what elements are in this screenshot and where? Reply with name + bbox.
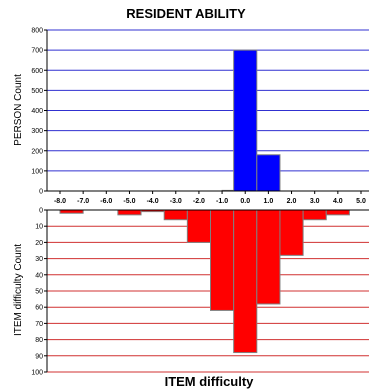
top-y-axis-label: PERSON Count xyxy=(13,74,24,146)
top-y-ticks: 0 100 200 300 400 500 600 700 800 xyxy=(31,28,47,196)
bottom-y-ticks: 0 10 20 30 40 50 60 70 80 90 100 xyxy=(31,208,47,377)
item-bar xyxy=(163,209,188,221)
top-y-tick-label: 400 xyxy=(31,108,43,115)
bottom-y-tick-label: 100 xyxy=(31,370,43,377)
x-tick-label: -8.0 xyxy=(54,198,66,205)
bottom-y-tick-label: 80 xyxy=(35,337,43,344)
person-bars xyxy=(221,49,281,192)
bottom-y-tick-label: 90 xyxy=(35,353,43,360)
top-y-tick-label: 100 xyxy=(31,168,43,175)
item-bar xyxy=(325,209,350,216)
item-bars xyxy=(59,209,350,354)
x-tick-label: 1.0 xyxy=(264,198,274,205)
top-y-tick-label: 800 xyxy=(31,28,43,35)
x-tick-label: -4.0 xyxy=(147,198,159,205)
item-bar xyxy=(186,209,212,243)
item-bar xyxy=(302,209,327,221)
top-y-tick-label: 200 xyxy=(31,148,43,155)
top-y-tick-label: 0 xyxy=(39,189,43,196)
x-tick-label: -7.0 xyxy=(77,198,89,205)
top-gridlines xyxy=(47,29,369,192)
top-y-tick-label: 300 xyxy=(31,128,43,135)
item-bar xyxy=(233,209,258,354)
bottom-y-tick-label: 10 xyxy=(35,224,43,231)
x-tick-label: 0.0 xyxy=(240,198,250,205)
bottom-y-tick-label: 50 xyxy=(35,289,43,296)
bottom-y-tick-label: 60 xyxy=(35,305,43,312)
bottom-y-tick-label: 0 xyxy=(39,208,43,215)
bottom-y-tick-label: 20 xyxy=(35,240,43,247)
bottom-y-tick-label: 70 xyxy=(35,321,43,328)
bottom-y-tick-label: 30 xyxy=(35,256,43,263)
x-tick-label: 2.0 xyxy=(287,198,297,205)
item-bar xyxy=(256,209,281,305)
x-tick-label: -2.0 xyxy=(193,198,205,205)
top-y-tick-label: 600 xyxy=(31,68,43,75)
x-tick-label: -6.0 xyxy=(100,198,112,205)
bottom-y-axis-label: ITEM difficulty Count xyxy=(13,244,24,336)
item-bar xyxy=(210,209,235,311)
x-tick-label: -5.0 xyxy=(123,198,135,205)
item-bar xyxy=(279,209,304,256)
x-tick-label: -1.0 xyxy=(216,198,228,205)
x-ticks: -8.0 -7.0 -6.0 -5.0 -4.0 -3.0 -2.0 -1.0 0.0 1.0 2.… xyxy=(54,191,366,205)
top-y-tick-label: 700 xyxy=(31,48,43,55)
x-tick-label: 3.0 xyxy=(310,198,320,205)
x-axis-label: ITEM difficulty xyxy=(165,374,255,389)
item-bar xyxy=(117,209,142,216)
axes xyxy=(46,30,369,372)
x-tick-label: 5.0 xyxy=(356,198,366,205)
bottom-y-tick-label: 40 xyxy=(35,272,43,279)
person-bar xyxy=(256,154,281,192)
x-tick-label: -3.0 xyxy=(170,198,182,205)
top-y-tick-label: 500 xyxy=(31,88,43,95)
person-bar xyxy=(233,49,258,192)
chart-title: RESIDENT ABILITY xyxy=(126,6,246,21)
bottom-gridlines xyxy=(47,209,369,373)
x-tick-label: 4.0 xyxy=(333,198,343,205)
